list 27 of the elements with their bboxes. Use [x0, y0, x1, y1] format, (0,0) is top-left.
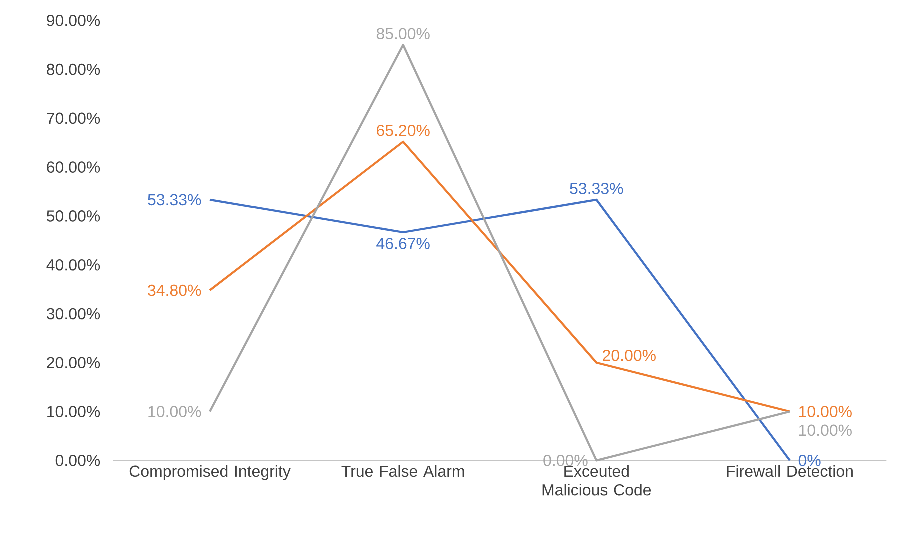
data-label: 65.20%: [377, 124, 430, 136]
data-label: 34.80%: [148, 284, 202, 296]
data-label: 85.00%: [376, 28, 430, 40]
y-tick-label: 90.00%: [47, 15, 100, 26]
data-label: 53.33%: [148, 194, 202, 206]
y-tick-label: 50.00%: [47, 210, 100, 222]
data-label: 10.00%: [799, 406, 852, 418]
x-tick-label: Firewall Detection: [727, 465, 853, 478]
data-label: 53.33%: [570, 183, 624, 194]
x-tick-label: Compromised Integrity: [130, 465, 291, 480]
x-tick-label: Exceuted Malicious Code: [542, 465, 652, 496]
y-tick-label: 20.00%: [47, 357, 100, 369]
data-label: 0.00%: [544, 454, 588, 466]
data-label: 0%: [798, 454, 821, 466]
data-label: 46.67%: [376, 238, 430, 250]
y-tick-label: 0.00%: [56, 454, 100, 466]
x-tick-label: True False Alarm: [342, 465, 464, 478]
y-tick-label: 10.00%: [48, 406, 100, 418]
line-series: [208, 140, 792, 413]
y-tick-label: 60.00%: [47, 162, 100, 173]
y-tick-label: 80.00%: [47, 64, 100, 76]
data-label: 20.00%: [603, 350, 656, 362]
data-label: 10.00%: [148, 406, 202, 418]
y-tick-label: 30.00%: [46, 308, 100, 320]
data-label: 10.00%: [799, 424, 852, 436]
y-tick-label: 40.00%: [46, 259, 100, 271]
y-tick-label: 70.00%: [47, 112, 100, 124]
